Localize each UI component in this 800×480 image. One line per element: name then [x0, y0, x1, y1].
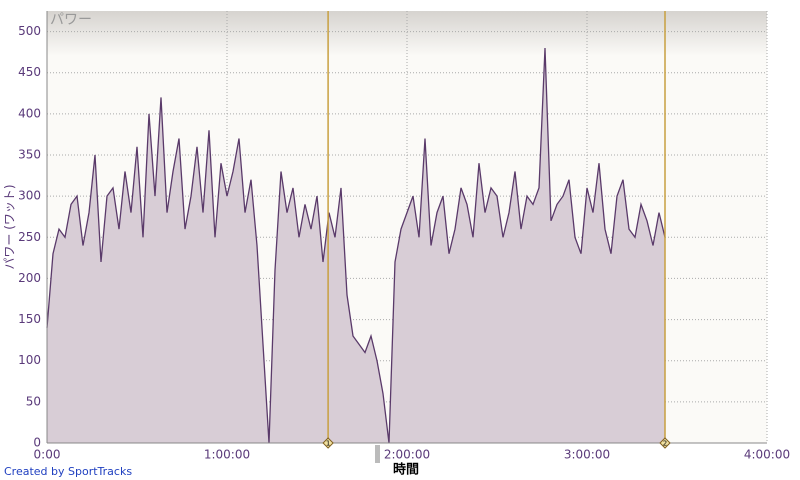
plot-header: [47, 11, 767, 56]
y-tick-label: 200: [18, 271, 41, 285]
y-tick-label: 300: [18, 189, 41, 203]
scroll-handle: [375, 445, 380, 463]
y-tick-label: 150: [18, 312, 41, 326]
lap-diamond: [322, 437, 334, 449]
y-tick-label: 100: [18, 353, 41, 367]
y-tick-label: 250: [18, 230, 41, 244]
x-tick-label: 0:00: [34, 448, 61, 462]
x-tick-label: 4:00:00: [744, 448, 790, 462]
footer: Created by SportTracks: [4, 465, 132, 478]
y-tick-label: 400: [18, 106, 41, 120]
x-tick-label: 2:00:00: [384, 448, 430, 462]
x-tick-label: 3:00:00: [564, 448, 610, 462]
area-fill: [47, 48, 665, 443]
y-axis-label: パワー (ワット): [3, 184, 17, 269]
y-tick-label: 50: [26, 394, 41, 408]
y-tick-label: 350: [18, 148, 41, 162]
x-axis-label: 時間: [393, 462, 419, 478]
chart-title: パワー: [50, 12, 92, 28]
lap-diamond: [659, 437, 671, 449]
y-tick-label: 0: [33, 436, 41, 450]
lap-label: 1: [326, 440, 330, 448]
x-tick-label: 1:00:00: [204, 448, 250, 462]
y-tick-label: 500: [18, 24, 41, 38]
lap-label: 2: [663, 440, 667, 448]
power-line: [46, 47, 666, 444]
y-tick-label: 450: [18, 65, 41, 79]
